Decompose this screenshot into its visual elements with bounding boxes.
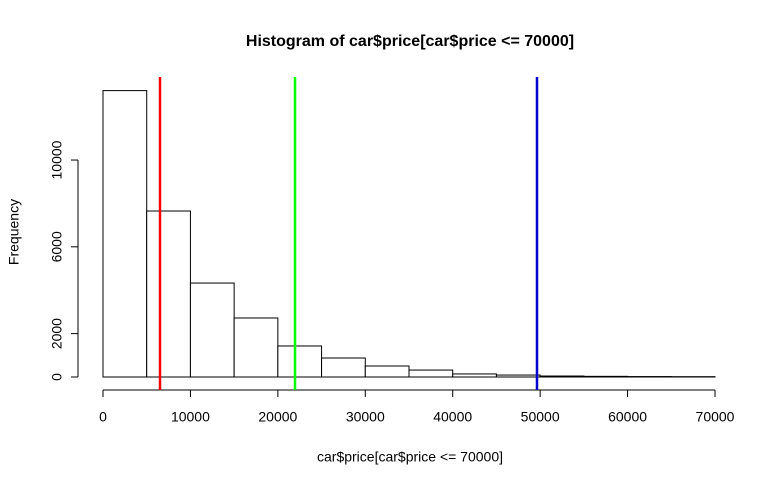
y-tick-label: 6000: [49, 231, 65, 262]
x-tick-label: 30000: [346, 409, 385, 425]
x-tick-label: 0: [99, 409, 107, 425]
bar: [189, 282, 235, 378]
x-tick-label: 50000: [521, 409, 560, 425]
bar: [539, 375, 585, 378]
y-axis-label: Frequency: [6, 199, 22, 265]
x-axis-label: car$price[car$price <= 70000]: [317, 449, 503, 465]
y-tick-label: 10000: [49, 140, 65, 179]
chart-title: Histogram of car$price[car$price <= 7000…: [246, 33, 574, 50]
bar: [233, 317, 279, 378]
bar: [583, 375, 629, 378]
x-tick-label: 10000: [171, 409, 210, 425]
y-tick-label: 0: [49, 373, 65, 381]
x-tick-label: 60000: [608, 409, 647, 425]
bar: [321, 357, 366, 378]
x-tick-label: 20000: [258, 409, 297, 425]
bar: [364, 365, 410, 378]
bar: [102, 90, 148, 378]
bar: [452, 373, 497, 378]
x-tick-label: 70000: [696, 409, 735, 425]
bar: [146, 210, 191, 378]
bar: [495, 374, 541, 378]
bar: [277, 345, 323, 378]
bar: [408, 369, 454, 378]
y-tick-label: 2000: [49, 318, 65, 349]
x-tick-label: 40000: [433, 409, 472, 425]
